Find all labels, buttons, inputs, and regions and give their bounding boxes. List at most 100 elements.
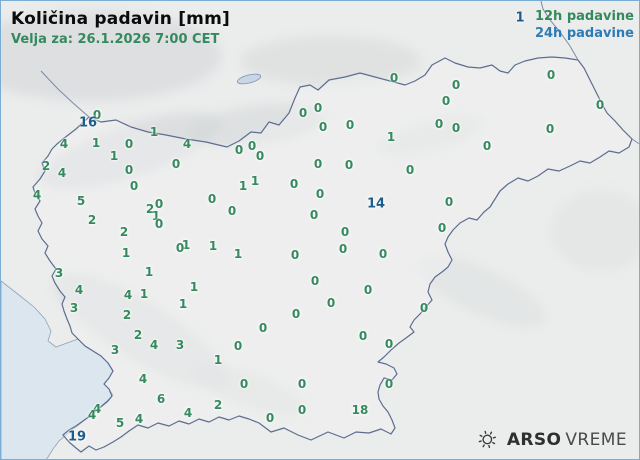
station-value-12h: 5 xyxy=(76,194,86,208)
station-value-12h: 1 xyxy=(181,238,191,252)
station-value-12h: 0 xyxy=(309,208,319,222)
terrain-shading xyxy=(1,11,639,418)
legend-item-24h: 24h padavine xyxy=(534,26,634,41)
station-value-12h: 0 xyxy=(227,204,237,218)
station-value-12h: 0 xyxy=(154,217,164,231)
station-value-12h: 0 xyxy=(315,187,325,201)
station-value-12h: 5 xyxy=(115,416,125,430)
logo-text-arso: ARSO xyxy=(506,430,562,450)
station-value-12h: 1 xyxy=(178,297,188,311)
station-value-12h: 4 xyxy=(74,283,84,297)
station-value-12h: 0 xyxy=(313,101,323,115)
valid-time-label: Velja za: 26.1.2026 7:00 CET xyxy=(11,32,220,47)
slovenia-border xyxy=(32,56,633,453)
logo-text-vreme: VREME xyxy=(565,430,627,450)
station-value-12h: 4 xyxy=(57,166,67,180)
station-value-12h: 0 xyxy=(297,403,307,417)
station-value-12h: 0 xyxy=(289,177,299,191)
station-value-12h: 0 xyxy=(124,137,134,151)
station-value-12h: 1 xyxy=(208,239,218,253)
station-value-12h: 4 xyxy=(149,338,159,352)
station-value-12h: 0 xyxy=(340,225,350,239)
station-value-12h: 0 xyxy=(318,120,328,134)
station-value-12h: 0 xyxy=(175,241,185,255)
station-value-12h: 0 xyxy=(441,94,451,108)
station-value-24h: 16 xyxy=(78,115,98,131)
station-value-12h: 4 xyxy=(92,402,102,416)
station-value-12h: 0 xyxy=(92,108,102,122)
station-value-12h: 1 xyxy=(213,353,223,367)
station-value-12h: 1 xyxy=(250,174,260,188)
station-value-12h: 3 xyxy=(110,343,120,357)
station-value-12h: 0 xyxy=(405,163,415,177)
logo-text: ARSO VREME xyxy=(507,430,627,450)
station-value-12h: 0 xyxy=(298,106,308,120)
station-value-12h: 0 xyxy=(546,68,556,82)
station-value-12h: 0 xyxy=(338,242,348,256)
station-value-12h: 0 xyxy=(290,248,300,262)
station-value-12h: 0 xyxy=(239,377,249,391)
station-value-12h: 2 xyxy=(122,308,132,322)
station-value-12h: 4 xyxy=(123,288,133,302)
station-value-12h: 0 xyxy=(378,247,388,261)
station-value-12h: 0 xyxy=(389,71,399,85)
border-croatia-hungary xyxy=(631,138,639,145)
arso-vreme-logo: ARSO VREME xyxy=(476,429,627,451)
border-austria-hungary xyxy=(540,1,579,61)
station-value-12h: 4 xyxy=(138,372,148,386)
station-value-12h: 0 xyxy=(384,377,394,391)
station-value-12h: 3 xyxy=(69,301,79,315)
station-value-12h: 2 xyxy=(119,225,129,239)
station-value-12h: 18 xyxy=(351,403,369,417)
station-value-12h: 1 xyxy=(109,149,119,163)
station-value-12h: 0 xyxy=(247,139,257,153)
station-value-12h: 0 xyxy=(434,117,444,131)
station-value-12h: 2 xyxy=(41,159,51,173)
header: Količina padavin [mm] Velja za: 26.1.202… xyxy=(11,9,230,47)
station-value-12h: 0 xyxy=(384,337,394,351)
station-value-12h: 4 xyxy=(32,188,42,202)
station-value-12h: 4 xyxy=(182,137,192,151)
station-value-12h: 0 xyxy=(255,149,265,163)
station-value-12h: 2 xyxy=(87,213,97,227)
station-value-24h: 1 xyxy=(515,10,525,26)
station-value-12h: 1 xyxy=(121,246,131,260)
station-value-12h: 1 xyxy=(139,287,149,301)
station-value-12h: 0 xyxy=(297,377,307,391)
lake xyxy=(236,73,262,85)
station-value-12h: 0 xyxy=(171,157,181,171)
station-value-12h: 0 xyxy=(129,179,139,193)
station-value-12h: 0 xyxy=(344,158,354,172)
legend: 12h padavine 24h padavine xyxy=(535,8,634,42)
legend-item-12h: 12h padavine xyxy=(534,9,634,24)
station-value-12h: 2 xyxy=(145,202,155,216)
station-value-12h: 4 xyxy=(183,406,193,420)
station-value-12h: 1 xyxy=(386,130,396,144)
station-value-12h: 0 xyxy=(437,221,447,235)
station-value-12h: 0 xyxy=(451,78,461,92)
station-value-12h: 0 xyxy=(233,339,243,353)
station-value-12h: 0 xyxy=(451,121,461,135)
station-value-12h: 0 xyxy=(345,118,355,132)
station-value-12h: 1 xyxy=(151,209,161,223)
station-value-12h: 0 xyxy=(482,139,492,153)
station-value-12h: 1 xyxy=(189,280,199,294)
station-value-12h: 1 xyxy=(233,247,243,261)
station-value-12h: 3 xyxy=(175,338,185,352)
station-value-12h: 4 xyxy=(87,408,97,422)
station-value-12h: 0 xyxy=(326,296,336,310)
station-value-12h: 0 xyxy=(363,283,373,297)
page-title: Količina padavin [mm] xyxy=(11,9,230,29)
station-value-12h: 0 xyxy=(258,321,268,335)
station-value-12h: 0 xyxy=(207,192,217,206)
station-value-12h: 0 xyxy=(310,274,320,288)
station-value-12h: 3 xyxy=(54,266,64,280)
border-italy-austria xyxy=(40,70,90,118)
station-value-12h: 0 xyxy=(358,329,368,343)
station-value-12h: 0 xyxy=(234,143,244,157)
station-value-12h: 0 xyxy=(419,301,429,315)
station-value-12h: 0 xyxy=(313,157,323,171)
